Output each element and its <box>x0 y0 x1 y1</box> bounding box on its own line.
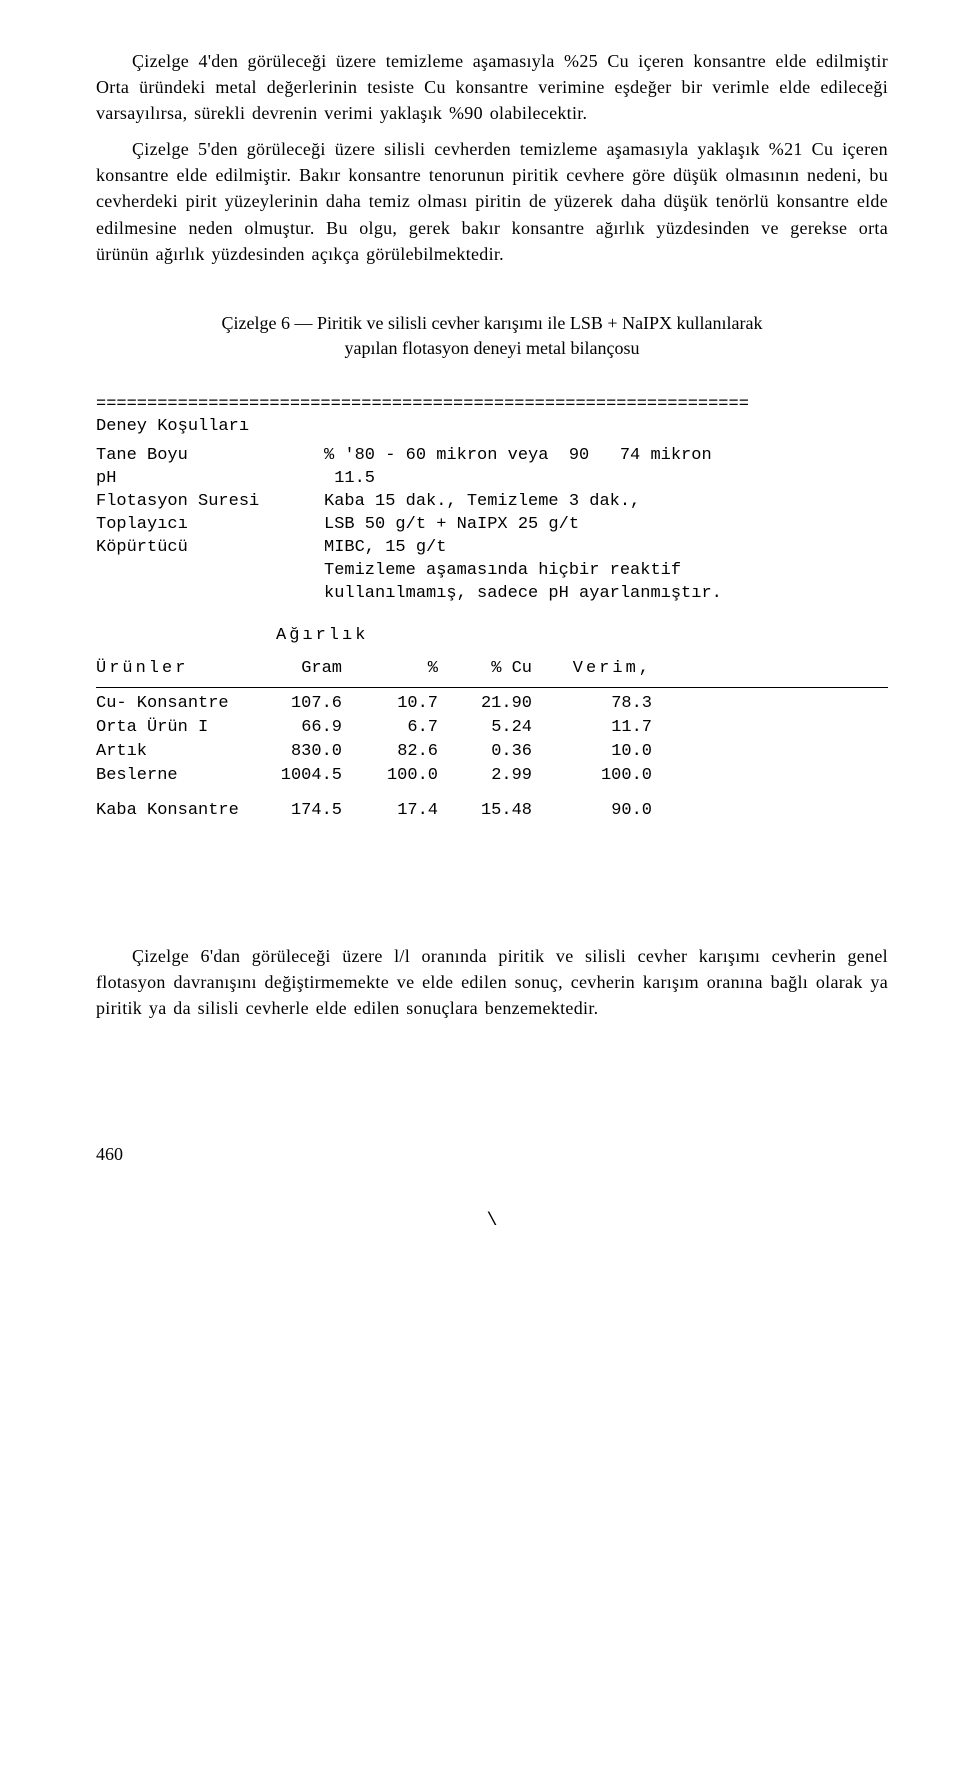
row-verim: 78.3 <box>556 692 676 716</box>
kaba-pct: 17.4 <box>366 799 446 823</box>
tane-boyu-label: Tane Boyu <box>96 445 296 468</box>
table-row: Beslerne 1004.5 100.0 2.99 100.0 <box>96 764 888 788</box>
row-pct: 100.0 <box>366 764 446 788</box>
table-row: Artık 830.0 82.6 0.36 10.0 <box>96 740 888 764</box>
urunler-header: Ürünler <box>96 657 276 681</box>
row-pct: 6.7 <box>366 716 446 740</box>
caption-line-1: Çizelge 6 — Piritik ve silisli cevher ka… <box>221 313 762 333</box>
toplayici-value: LSB 50 g/t + NaIPX 25 g/t <box>324 514 888 537</box>
row-label: Orta Ürün I <box>96 716 276 740</box>
flotasyon-label: Flotasyon Suresi <box>96 491 296 514</box>
conditions-grid: Tane Boyu % '80 - 60 mikron veya 90 74 m… <box>96 445 888 606</box>
blank-cell-1 <box>96 560 296 583</box>
row-gram: 1004.5 <box>276 764 366 788</box>
paragraph-1: Çizelge 4'den görüleceği üzere temizleme… <box>96 48 888 126</box>
row-verim: 10.0 <box>556 740 676 764</box>
agirlik-label: Ağırlık <box>276 624 888 648</box>
pct-header: % <box>366 657 446 681</box>
ph-label: pH <box>96 468 296 491</box>
row-gram: 66.9 <box>276 716 366 740</box>
row-label: Cu- Konsantre <box>96 692 276 716</box>
extra-line-1: Temizleme aşamasında hiçbir reaktif <box>324 560 888 583</box>
tane-boyu-value: % '80 - 60 mikron veya 90 74 mikron <box>324 445 888 468</box>
extra-line-2: kullanılmamış, sadece pH ayarlanmıştır. <box>324 583 888 606</box>
toplayici-label: Toplayıcı <box>96 514 296 537</box>
kaba-verim: 90.0 <box>556 799 676 823</box>
deney-kosullari-heading: Deney Koşulları <box>96 416 888 439</box>
row-cu: 5.24 <box>446 716 556 740</box>
results-table: Ağırlık Ürünler Gram % % Cu Verim, Cu- K… <box>96 624 888 824</box>
agirlik-header-row: Ağırlık <box>96 624 888 648</box>
row-pct: 82.6 <box>366 740 446 764</box>
table-caption: Çizelge 6 — Piritik ve silisli cevher ka… <box>96 311 888 361</box>
row-label: Artık <box>96 740 276 764</box>
table-row: Orta Ürün I 66.9 6.7 5.24 11.7 <box>96 716 888 740</box>
row-cu: 2.99 <box>446 764 556 788</box>
row-gram: 107.6 <box>276 692 366 716</box>
table-header-row: Ürünler Gram % % Cu Verim, <box>96 657 888 681</box>
page-number: 460 <box>96 1141 888 1167</box>
pct-cu-header: % Cu <box>446 657 556 681</box>
blank-cell-2 <box>96 583 296 606</box>
kaba-label: Kaba Konsantre <box>96 799 276 823</box>
table-row: Cu- Konsantre 107.6 10.7 21.90 78.3 <box>96 692 888 716</box>
table-rule <box>96 687 888 688</box>
row-cu: 21.90 <box>446 692 556 716</box>
row-cu: 0.36 <box>446 740 556 764</box>
gram-header: Gram <box>276 657 366 681</box>
separator-line: ========================================… <box>96 393 888 416</box>
paragraph-2: Çizelge 5'den görüleceği üzere silisli c… <box>96 136 888 266</box>
ph-value: 11.5 <box>324 468 888 491</box>
row-gram: 830.0 <box>276 740 366 764</box>
row-pct: 10.7 <box>366 692 446 716</box>
paragraph-3: Çizelge 6'dan görüleceği üzere l/l oranı… <box>96 943 888 1021</box>
row-label: Beslerne <box>96 764 276 788</box>
kaba-cu: 15.48 <box>446 799 556 823</box>
stray-backslash: \ <box>96 1208 888 1234</box>
kaba-gram: 174.5 <box>276 799 366 823</box>
row-verim: 100.0 <box>556 764 676 788</box>
flotasyon-value: Kaba 15 dak., Temizleme 3 dak., <box>324 491 888 514</box>
verim-header: Verim, <box>556 657 676 681</box>
caption-line-2: yapılan flotasyon deneyi metal bilançosu <box>345 338 640 358</box>
kaba-konsantre-row: Kaba Konsantre 174.5 17.4 15.48 90.0 <box>96 799 888 823</box>
kopurtucu-value: MIBC, 15 g/t <box>324 537 888 560</box>
kopurtucu-label: Köpürtücü <box>96 537 296 560</box>
row-verim: 11.7 <box>556 716 676 740</box>
